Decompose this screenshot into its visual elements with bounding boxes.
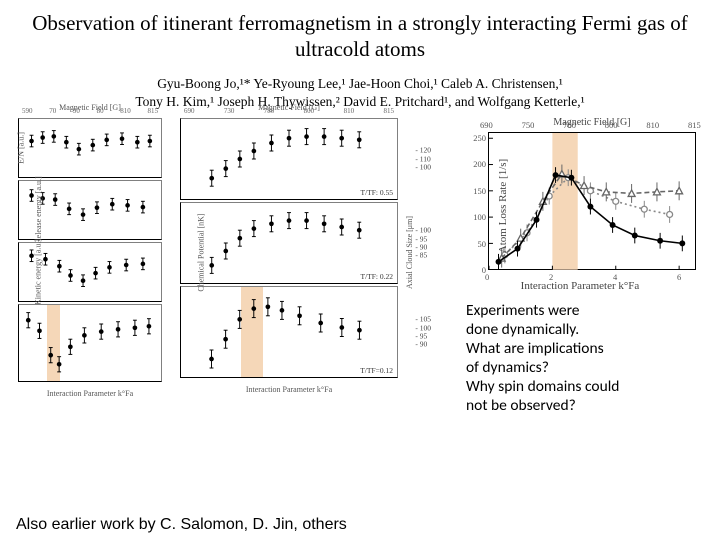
mini-panel: - 105- 100- 95- 90T/TF=0.12 [180,286,398,378]
main-plot-frame [488,132,696,270]
middle-panel-column: Magnetic Field [G] 690730780800810815- 1… [180,118,398,380]
panel-right-ticks: - 105- 100- 95- 90 [415,316,431,349]
top-tick-label: 810 [646,120,659,130]
x-tick-label: 0 [485,272,489,282]
y-tick-label: 100 [470,212,486,222]
top-tick-row: 590709080810815 [18,107,162,115]
panel-left-label: E/N [a.u.] [16,132,25,164]
top-tick-label: 690 [480,120,493,130]
note-line: done dynamically. [466,321,696,340]
left-panel-column: Magnetic Field [G] 590709080810815E/N [a… [18,118,162,384]
note-line: Experiments were [466,302,696,321]
temperature-label: T/TF=0.12 [360,366,393,375]
panel-left-label: Kinetic energy [a.u.] [34,239,43,305]
main-x-label: Interaction Parameter k°Fa [458,280,702,292]
x-tick-label: 2 [549,272,553,282]
authors-line-1: Gyu-Boong Jo,¹* Ye-Ryoung Lee,¹ Jae-Hoon… [20,75,700,94]
paper-title: Observation of itinerant ferromagnetism … [0,0,720,69]
top-tick-label: 815 [688,120,701,130]
note-line: Why spin domains could [466,378,696,397]
mini-panel: - 100- 95- 90- 85T/TF: 0.22 [180,202,398,284]
note-line: not be observed? [466,397,696,416]
panel-right-ticks: - 120- 110- 100 [415,147,431,172]
note-line: What are implications [466,340,696,359]
mini-panel [18,304,162,382]
top-tick-label: 800 [605,120,618,130]
y-tick-label: 50 [470,239,486,249]
y-tick-label: 200 [470,159,486,169]
panel-x-label: Interaction Parameter k°Fa [180,385,398,394]
mini-panel: E/N [a.u.] [18,118,162,178]
mini-panel: Kinetic energy [a.u.] [18,242,162,302]
temperature-label: T/TF: 0.22 [360,272,393,281]
panel-right-ticks: - 100- 95- 90- 85 [415,227,431,260]
main-top-axis-label: Magnetic Field [G] [488,117,696,128]
temperature-label: T/TF: 0.55 [360,188,393,197]
x-tick-label: 4 [613,272,617,282]
top-tick-row: 690730780800810815 [180,107,398,115]
main-y-label: Atom Loss Rate [1/s] [497,159,509,253]
column-y-label: Chemical Potential [nK] [197,214,206,292]
figures-area: Magnetic Field [G] 590709080810815E/N [a… [0,118,720,458]
footer-note: Also earlier work by C. Salomon, D. Jin,… [16,516,347,534]
side-note: Experiments weredone dynamically.What ar… [466,302,696,415]
y-tick-label: 250 [470,133,486,143]
note-line: of dynamics? [466,359,696,378]
panel-left-label: Release energy [a.u.] [34,177,43,244]
y-tick-label: 150 [470,186,486,196]
mini-panel: Release energy [a.u.] [18,180,162,240]
top-tick-label: 750 [522,120,535,130]
column-right-label: Axial Cloud Size [μm] [405,216,414,289]
atom-loss-rate-plot: Magnetic Field [G] Atom Loss Rate [1/s] … [458,118,702,294]
panel-x-label: Interaction Parameter k°Fa [18,389,162,398]
y-tick-label: 0 [470,265,486,275]
x-tick-label: 6 [677,272,681,282]
mini-panel: - 120- 110- 100T/TF: 0.55 [180,118,398,200]
title-text: Observation of itinerant ferromagnetism … [30,10,690,63]
top-tick-label: 780 [563,120,576,130]
